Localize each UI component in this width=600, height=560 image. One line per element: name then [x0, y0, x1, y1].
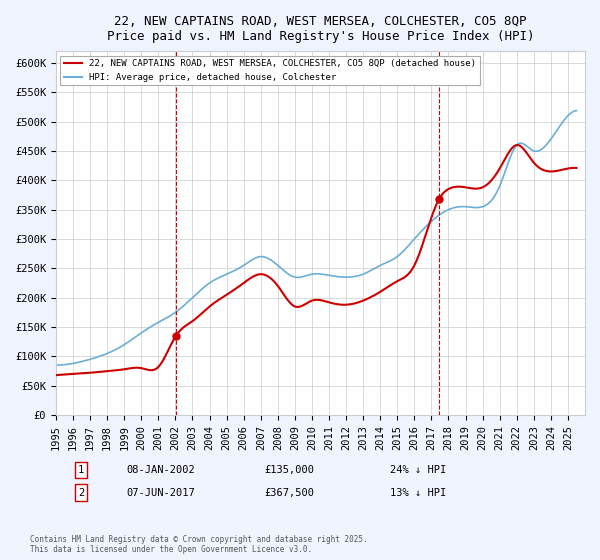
Text: 1: 1 — [173, 66, 179, 76]
Text: Contains HM Land Registry data © Crown copyright and database right 2025.
This d: Contains HM Land Registry data © Crown c… — [30, 535, 368, 554]
Text: 1: 1 — [78, 465, 84, 475]
Title: 22, NEW CAPTAINS ROAD, WEST MERSEA, COLCHESTER, CO5 8QP
Price paid vs. HM Land R: 22, NEW CAPTAINS ROAD, WEST MERSEA, COLC… — [107, 15, 534, 43]
Text: 07-JUN-2017: 07-JUN-2017 — [126, 488, 195, 498]
Text: £135,000: £135,000 — [264, 465, 314, 475]
Text: 08-JAN-2002: 08-JAN-2002 — [126, 465, 195, 475]
Text: 13% ↓ HPI: 13% ↓ HPI — [390, 488, 446, 498]
Legend: 22, NEW CAPTAINS ROAD, WEST MERSEA, COLCHESTER, CO5 8QP (detached house), HPI: A: 22, NEW CAPTAINS ROAD, WEST MERSEA, COLC… — [61, 55, 480, 85]
Text: £367,500: £367,500 — [264, 488, 314, 498]
Text: 2: 2 — [78, 488, 84, 498]
Text: 24% ↓ HPI: 24% ↓ HPI — [390, 465, 446, 475]
Text: 2: 2 — [436, 66, 442, 76]
